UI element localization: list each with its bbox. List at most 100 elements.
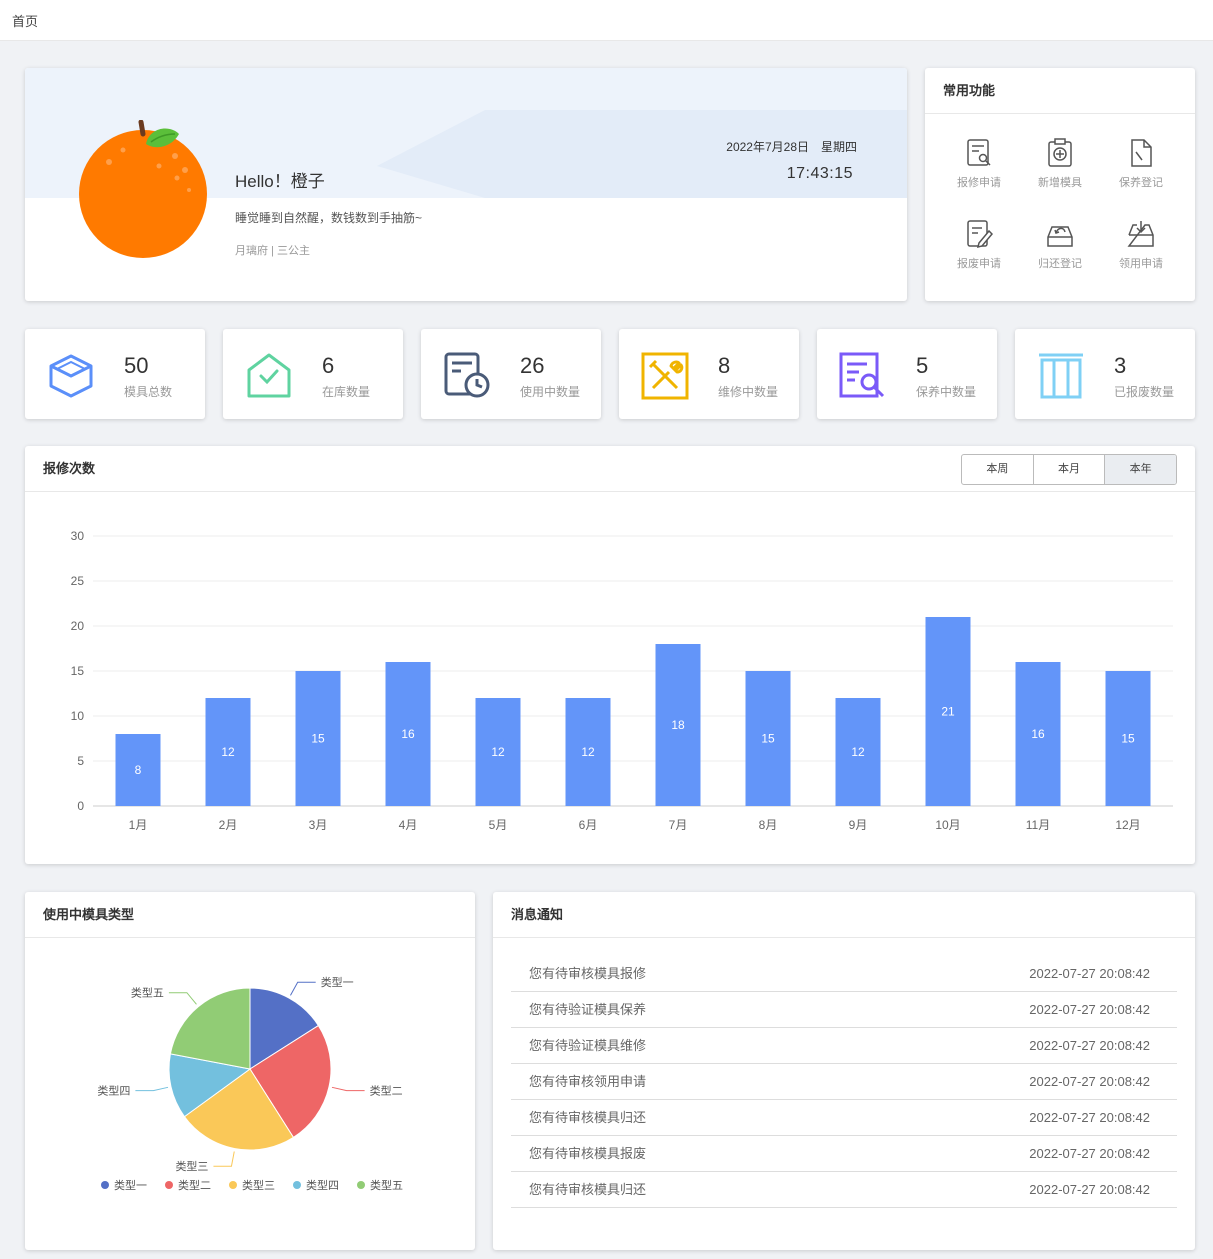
pie-slice-label: 类型五 [131, 986, 164, 1000]
pie-slice[interactable] [249, 987, 320, 1070]
legend-label[interactable]: 类型五 [370, 1178, 403, 1192]
message-text: 您有待验证模具保养 [529, 1002, 647, 1017]
scrap-bin-icon [1039, 353, 1083, 399]
repair-request-icon [967, 139, 991, 166]
card-divider [25, 937, 475, 938]
message-item[interactable]: 您有待验证模具保养 2022-07-27 20:08:42 [511, 992, 1177, 1028]
card-divider [25, 491, 1195, 492]
pie-slice-label: 类型二 [370, 1084, 403, 1098]
pie-slice[interactable] [183, 1068, 295, 1151]
stat-in-use[interactable]: 26 使用中数量 [421, 329, 601, 419]
bar[interactable] [925, 617, 971, 806]
add-mold-icon [1048, 138, 1072, 167]
message-item[interactable]: 您有待审核模具报废 2022-07-27 20:08:42 [511, 1136, 1177, 1172]
tab-month[interactable]: 本月 [1034, 455, 1106, 484]
stat-label: 保养中数量 [916, 385, 977, 399]
stat-in-maintenance[interactable]: 5 保养中数量 [817, 329, 997, 419]
messages-card: 消息通知 您有待审核模具报修 2022-07-27 20:08:42 您有待验证模… [493, 892, 1195, 1250]
bar[interactable] [835, 698, 881, 806]
bar-value-label: 16 [401, 727, 415, 741]
message-text: 您有待审核模具报废 [529, 1146, 647, 1161]
quick-functions-title: 常用功能 [943, 83, 996, 98]
message-list: 您有待审核模具报修 2022-07-27 20:08:42 您有待验证模具保养 20… [511, 956, 1177, 1208]
legend-marker[interactable] [293, 1181, 301, 1189]
message-item[interactable]: 您有待验证模具维修 2022-07-27 20:08:42 [511, 1028, 1177, 1064]
pie-slice[interactable] [249, 1024, 332, 1139]
stat-value: 50 [124, 353, 149, 378]
message-item[interactable]: 您有待审核领用申请 2022-07-27 20:08:42 [511, 1064, 1177, 1100]
pie-slice[interactable] [168, 1053, 252, 1118]
receive-request-icon [1127, 221, 1154, 247]
bar[interactable] [565, 698, 611, 806]
message-item[interactable]: 您有待审核模具归还 2022-07-27 20:08:42 [511, 1172, 1177, 1208]
bar[interactable] [295, 671, 341, 806]
message-item[interactable]: 您有待审核模具归还 2022-07-27 20:08:42 [511, 1100, 1177, 1136]
repair-bar-chart: 0 5 10 15 20 25 30 8 1月 12 2月 15 3月 16 4月 12 5月 12 6月 18 7月 1… [71, 529, 1173, 832]
stat-value: 26 [520, 353, 545, 378]
mold-types-card: 使用中模具类型 类型一 类型二 类型三 类型四 类型五 类型一 类型二 类型三 类型四 类型五 [25, 892, 475, 1250]
legend-marker[interactable] [165, 1181, 173, 1189]
quick-receive-request-button[interactable]: 领用申请 [1111, 219, 1171, 271]
y-tick-label: 5 [77, 754, 84, 768]
bar-value-label: 8 [135, 763, 142, 777]
y-tick-label: 10 [71, 709, 85, 723]
quick-functions-card: 常用功能 报修申请 新增模具 保养登记 [925, 68, 1195, 301]
x-tick-label: 10月 [935, 818, 960, 832]
bar[interactable] [745, 671, 791, 806]
stat-in-repair[interactable]: 8 维修中数量 [619, 329, 799, 419]
quick-item-label: 保养登记 [1119, 177, 1163, 189]
card-divider [493, 937, 1195, 938]
maintenance-register-icon [1131, 139, 1152, 167]
pie-label-line [331, 1086, 365, 1092]
x-tick-label: 12月 [1115, 818, 1140, 832]
message-time: 2022-07-27 20:08:42 [1029, 1146, 1150, 1161]
quick-item-label: 领用申请 [1119, 258, 1163, 270]
legend-label[interactable]: 类型四 [306, 1178, 339, 1192]
bar[interactable] [1105, 671, 1151, 806]
legend-label[interactable]: 类型一 [114, 1178, 147, 1192]
inspect-document-icon [839, 352, 885, 398]
stat-scrapped[interactable]: 3 已报废数量 [1015, 329, 1195, 419]
pie-label-line [168, 992, 197, 1005]
pie-slice[interactable] [169, 987, 251, 1070]
pie-label-line [290, 981, 316, 996]
quick-maintenance-register-button[interactable]: 保养登记 [1111, 138, 1171, 190]
stat-value: 5 [916, 353, 929, 378]
motto: 睡觉睡到自然醒，数钱数到手抽筋~ [235, 211, 423, 225]
bar-value-label: 16 [1031, 727, 1045, 741]
stat-in-stock[interactable]: 6 在库数量 [223, 329, 403, 419]
quick-scrap-request-button[interactable]: 报废申请 [949, 219, 1009, 271]
x-tick-label: 8月 [759, 818, 778, 832]
quick-add-mold-button[interactable]: 新增模具 [1030, 138, 1090, 190]
bar[interactable] [385, 662, 431, 806]
x-tick-label: 5月 [489, 818, 508, 832]
tab-week[interactable]: 本周 [962, 455, 1034, 484]
legend-marker[interactable] [229, 1181, 237, 1189]
message-item[interactable]: 您有待审核模具报修 2022-07-27 20:08:42 [511, 956, 1177, 992]
bar-value-label: 12 [851, 745, 865, 759]
x-tick-label: 3月 [309, 818, 328, 832]
bar[interactable] [205, 698, 251, 806]
repair-count-card: 报修次数 本周 本月 本年 0 5 10 15 20 25 30 8 1月 12 2月 15 3月 16 4… [25, 446, 1195, 864]
bar-value-label: 12 [221, 745, 235, 759]
tab-year[interactable]: 本年 [1105, 455, 1176, 484]
message-time: 2022-07-27 20:08:42 [1029, 1182, 1150, 1197]
box-icon [49, 354, 93, 398]
legend-marker[interactable] [101, 1181, 109, 1189]
orange-avatar [79, 120, 207, 258]
legend-marker[interactable] [357, 1181, 365, 1189]
stat-total-molds[interactable]: 50 模具总数 [25, 329, 205, 419]
quick-return-register-button[interactable]: 归还登记 [1030, 219, 1090, 271]
breadcrumb[interactable]: 首页 [12, 14, 39, 29]
message-text: 您有待审核模具报修 [529, 966, 647, 981]
quick-repair-request-button[interactable]: 报修申请 [949, 138, 1009, 190]
legend-label[interactable]: 类型二 [178, 1178, 211, 1192]
bar[interactable] [1015, 662, 1061, 806]
bar-value-label: 15 [761, 732, 775, 746]
bar[interactable] [475, 698, 521, 806]
bar[interactable] [115, 734, 161, 806]
stat-label: 模具总数 [124, 385, 173, 399]
bar[interactable] [655, 644, 701, 806]
legend-label[interactable]: 类型三 [242, 1178, 275, 1192]
quick-item-label: 报废申请 [957, 258, 1001, 270]
